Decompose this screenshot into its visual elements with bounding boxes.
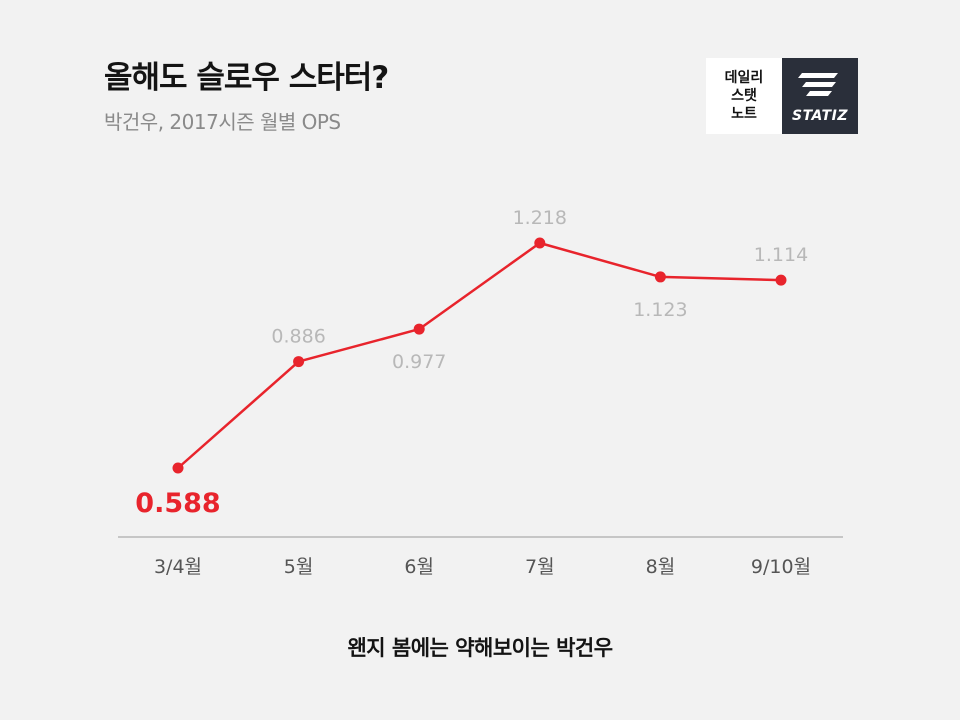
x-tick-label: 6월 [404,556,434,578]
data-point [534,237,546,249]
data-label: 1.218 [513,207,567,229]
page-subtitle: 박건우, 2017시즌 월별 OPS [104,110,341,134]
statiz-logo: STATIZ [782,58,858,134]
data-label-highlight: 0.588 [135,488,220,519]
x-tick-label: 5월 [284,556,314,578]
data-point [413,323,425,335]
data-point [654,271,666,283]
x-tick-label: 7월 [525,556,555,578]
page-title: 올해도 슬로우 스타터? [104,60,389,96]
data-point [775,274,787,286]
statiz-wordmark: STATIZ [792,108,848,124]
chart-caption: 왠지 봄에는 약해보이는 박건우 [347,636,613,660]
data-point [172,462,184,474]
data-point [293,356,305,368]
x-tick-label: 8월 [646,556,676,578]
ops-series-line [177,241,782,469]
data-label: 0.977 [392,351,446,373]
data-label: 0.886 [271,326,325,348]
logo-line-3: 노트 [731,106,757,122]
x-tick-label: 9/10월 [751,556,811,578]
logo-line-2: 스탯 [731,88,757,104]
statiz-stripes-icon [798,73,838,96]
daily-stat-note-logo: 데일리 스탯 노트 [706,58,782,134]
data-label: 1.123 [633,299,687,321]
logo-line-1: 데일리 [724,70,764,86]
data-label: 1.114 [754,244,808,266]
x-tick-label: 3/4월 [154,556,202,578]
